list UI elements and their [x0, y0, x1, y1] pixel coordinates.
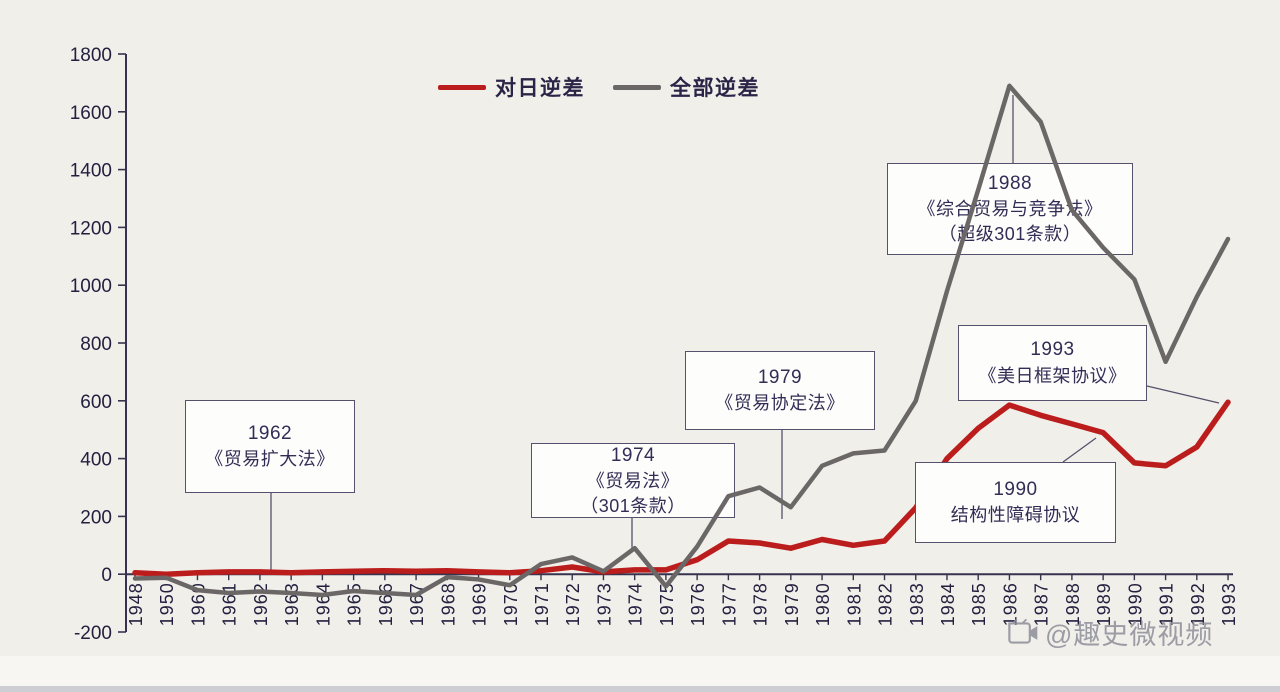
x-tick-label: 1974 [626, 582, 646, 626]
x-tick-label: 1964 [313, 582, 333, 626]
y-tick-label: 1200 [70, 218, 112, 239]
bottom-bar [0, 686, 1280, 692]
legend-swatch-total-deficit [613, 84, 661, 90]
annotation-year: 1993 [1030, 339, 1075, 361]
x-tick-label: 1981 [844, 582, 864, 626]
x-tick-label: 1993 [1219, 582, 1239, 626]
x-tick-label: 1961 [220, 582, 240, 626]
chart-legend: 对日逆差 全部逆差 [438, 72, 788, 102]
x-tick-label: 1972 [563, 582, 583, 626]
x-tick-label: 1984 [938, 582, 958, 626]
legend-swatch-japan-deficit [438, 84, 486, 90]
annotation-text-line: 《综合贸易与竞争法》 [917, 199, 1103, 220]
x-tick-label: 1971 [532, 582, 552, 626]
video-logo-icon [1008, 618, 1038, 644]
y-tick-label: 400 [80, 450, 112, 471]
x-tick-label: 1979 [782, 582, 802, 626]
y-tick-label: 1400 [70, 161, 112, 182]
annotation-text-line: 《贸易法》 [586, 470, 680, 491]
x-tick-label: 1970 [501, 582, 521, 626]
annotation-text-line: （301条款） [580, 495, 686, 516]
annotation-leader [1062, 437, 1097, 463]
x-tick-label: 1982 [876, 582, 896, 626]
x-tick-label: 1965 [345, 582, 365, 626]
x-tick-label: 1948 [126, 582, 146, 626]
watermark-text: @趣史微视频 [1045, 620, 1214, 650]
x-tick-label: 1978 [751, 582, 771, 626]
x-tick-label: 1966 [376, 582, 396, 626]
x-tick-label: 1969 [470, 582, 490, 626]
x-tick-label: 1977 [719, 582, 739, 626]
x-tick-label: 1963 [282, 582, 302, 626]
x-tick-label: 1983 [907, 582, 927, 626]
annotation-box-1974: 1974 《贸易法》 （301条款） [531, 443, 735, 518]
x-tick-label: 1976 [688, 582, 708, 626]
x-tick-label: 1980 [813, 582, 833, 626]
annotation-year: 1979 [757, 366, 803, 388]
annotation-leader [1146, 385, 1220, 404]
bottom-white-strip [0, 656, 1280, 686]
y-tick-label: 1000 [70, 276, 112, 297]
annotation-text-line: 《贸易协定法》 [715, 393, 845, 414]
watermark: @趣史微视频 [1006, 613, 1213, 652]
x-tick-label: 1967 [407, 582, 427, 626]
annotation-box-1962: 1962 《贸易扩大法》 [185, 400, 355, 493]
y-tick-label: 200 [80, 507, 112, 528]
y-tick-label: -200 [74, 623, 112, 644]
x-tick-label: 1962 [251, 582, 271, 626]
legend-label-total-deficit: 全部逆差 [670, 77, 760, 100]
annotation-text-line: 《贸易扩大法》 [205, 449, 335, 470]
x-tick-label: 1968 [438, 582, 458, 626]
y-tick-label: 0 [101, 565, 112, 586]
annotation-box-1990: 1990 结构性障碍协议 [915, 462, 1116, 543]
legend-label-japan-deficit: 对日逆差 [495, 77, 585, 100]
x-tick-label: 1975 [657, 582, 677, 626]
annotation-text-line: 结构性障碍协议 [950, 505, 1081, 526]
annotation-text-line: 《美日框架协议》 [978, 365, 1127, 386]
annotation-box-1993: 1993 《美日框架协议》 [958, 325, 1147, 401]
annotation-box-1979: 1979 《贸易协定法》 [685, 351, 875, 430]
x-tick-label: 1950 [157, 582, 177, 626]
annotation-year: 1962 [247, 422, 293, 444]
y-tick-label: 800 [80, 334, 112, 355]
y-tick-label: 1600 [70, 103, 112, 124]
x-tick-label: 1960 [188, 582, 208, 626]
annotation-year: 1990 [993, 478, 1038, 500]
x-tick-label: 1985 [969, 582, 989, 626]
annotation-year: 1974 [610, 444, 656, 466]
annotation-year: 1988 [987, 173, 1033, 195]
y-tick-label: 600 [80, 392, 112, 413]
y-tick-label: 1800 [70, 45, 112, 66]
annotation-box-1988: 1988 《综合贸易与竞争法》 （超级301条款） [887, 163, 1133, 255]
x-tick-label: 1973 [594, 582, 614, 626]
annotation-text-line: （超级301条款） [938, 224, 1082, 245]
